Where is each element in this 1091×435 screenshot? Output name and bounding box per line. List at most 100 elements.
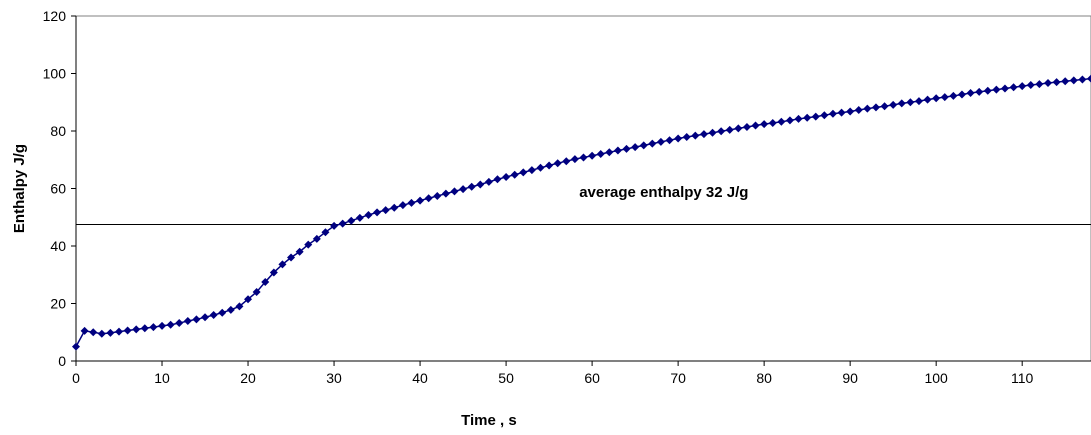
data-point — [1035, 80, 1044, 89]
y-tick-label: 20 — [50, 296, 66, 312]
data-point — [966, 89, 975, 98]
data-point — [80, 326, 89, 335]
annotation-average-enthalpy: average enthalpy 32 J/g — [579, 184, 748, 201]
data-point — [1043, 78, 1052, 87]
data-point — [287, 253, 296, 262]
data-point — [132, 325, 141, 334]
data-point — [450, 187, 459, 196]
data-point — [115, 327, 124, 336]
data-point — [330, 221, 339, 230]
data-point — [906, 98, 915, 107]
data-point — [209, 311, 218, 319]
data-point — [897, 99, 906, 108]
data-point — [579, 153, 588, 162]
data-point — [820, 111, 829, 120]
data-point — [338, 219, 347, 228]
data-point — [140, 324, 149, 333]
data-point — [940, 93, 949, 102]
data-point — [1069, 76, 1078, 85]
data-point — [785, 116, 794, 125]
data-point — [570, 155, 579, 164]
x-tick-label: 100 — [924, 370, 948, 386]
data-point — [89, 328, 98, 337]
data-point — [355, 213, 364, 222]
x-tick-label: 50 — [498, 370, 514, 386]
data-point — [768, 118, 777, 127]
y-tick-label: 40 — [50, 238, 66, 254]
data-point — [407, 198, 416, 207]
data-point — [777, 117, 786, 126]
data-point — [914, 97, 923, 106]
y-tick-label: 60 — [50, 181, 66, 197]
data-point — [622, 144, 631, 153]
data-point — [803, 113, 812, 122]
data-point — [880, 102, 889, 111]
data-point — [854, 106, 863, 115]
data-point — [545, 161, 554, 170]
data-point — [424, 194, 433, 203]
data-point — [502, 173, 511, 181]
data-point — [476, 180, 485, 189]
data-point — [398, 201, 407, 210]
data-point — [269, 268, 278, 277]
data-point — [656, 137, 665, 146]
data-point — [175, 319, 184, 328]
data-point — [433, 191, 442, 200]
data-point — [218, 308, 227, 317]
data-point — [484, 177, 493, 186]
data-point — [510, 170, 519, 179]
data-point — [183, 317, 192, 326]
data-point — [1009, 83, 1018, 92]
data-point — [760, 120, 769, 129]
data-point — [312, 234, 321, 243]
data-point — [794, 114, 803, 123]
data-point — [149, 323, 158, 332]
data-point — [72, 342, 80, 351]
data-point — [536, 163, 545, 172]
data-point — [682, 133, 691, 142]
data-point — [441, 189, 450, 198]
data-point — [278, 260, 287, 269]
data-point — [639, 141, 648, 150]
x-tick-label: 90 — [842, 370, 858, 386]
data-point — [158, 321, 167, 330]
data-point — [837, 108, 846, 117]
data-point — [416, 196, 425, 205]
data-point — [493, 175, 502, 184]
y-tick-label: 120 — [43, 8, 67, 24]
data-point — [192, 315, 201, 324]
data-point — [1000, 84, 1009, 93]
data-point — [1018, 82, 1027, 91]
data-point — [631, 143, 640, 152]
data-point — [734, 124, 743, 133]
data-point — [871, 103, 880, 112]
data-point — [519, 168, 528, 177]
data-point — [235, 302, 244, 311]
data-point — [691, 131, 700, 140]
data-point — [674, 134, 683, 143]
plot-border — [75, 15, 1091, 362]
data-point — [699, 130, 708, 139]
data-point — [1087, 74, 1091, 83]
data-point — [811, 112, 820, 121]
series-layer — [72, 74, 1091, 351]
data-point — [1026, 81, 1035, 89]
x-tick-label: 30 — [326, 370, 342, 386]
data-point — [304, 240, 313, 249]
data-point — [863, 104, 872, 113]
data-point — [252, 288, 261, 296]
data-point — [364, 210, 373, 219]
data-point — [605, 148, 614, 157]
data-point — [166, 320, 175, 329]
data-point — [923, 95, 932, 104]
x-tick-label: 40 — [412, 370, 428, 386]
data-point — [244, 295, 253, 304]
data-point — [467, 182, 476, 191]
data-point — [1061, 77, 1070, 86]
x-tick-label: 10 — [154, 370, 170, 386]
data-point — [751, 121, 760, 130]
data-point — [889, 100, 898, 109]
data-point — [106, 328, 115, 337]
y-axis-title: Enthalpy J/g — [11, 144, 28, 233]
